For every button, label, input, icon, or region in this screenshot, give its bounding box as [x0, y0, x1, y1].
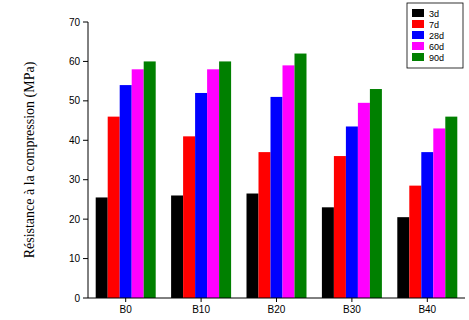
bar	[358, 103, 370, 298]
x-tick	[276, 298, 277, 302]
x-tick-label: B10	[192, 304, 210, 315]
bar	[259, 152, 271, 298]
legend-swatch	[412, 9, 424, 17]
y-tick-label: 40	[69, 135, 81, 146]
bar	[370, 89, 382, 298]
bar	[271, 97, 283, 298]
bar	[108, 117, 120, 298]
legend-swatch	[412, 20, 424, 28]
bar	[132, 69, 144, 298]
x-tick-label: B30	[343, 304, 361, 315]
y-tick	[83, 100, 88, 101]
y-tick-label: 60	[69, 56, 81, 67]
x-tick	[427, 298, 428, 302]
legend-swatch	[412, 53, 424, 61]
x-tick	[351, 298, 352, 302]
y-tick	[83, 258, 88, 259]
y-tick	[83, 61, 88, 62]
y-tick-label: 20	[69, 214, 81, 225]
x-tick-label: B20	[268, 304, 286, 315]
bar	[433, 128, 445, 298]
bar	[144, 61, 156, 298]
y-tick	[83, 298, 88, 299]
bar	[445, 117, 457, 298]
bar	[120, 85, 132, 298]
bars	[96, 54, 458, 298]
y-tick	[83, 179, 88, 180]
bar	[397, 217, 409, 298]
bar	[171, 195, 183, 298]
bar	[283, 65, 295, 298]
legend-label: 60d	[429, 42, 444, 52]
y-axis	[88, 22, 89, 298]
legend-swatch	[412, 42, 424, 50]
bar	[346, 126, 358, 298]
x-tick	[125, 298, 126, 302]
y-tick-label: 10	[69, 253, 81, 264]
bar	[409, 186, 421, 298]
x-tick-label: B0	[120, 304, 133, 315]
legend-label: 90d	[429, 53, 444, 63]
bar	[247, 194, 259, 298]
y-tick	[83, 219, 88, 220]
y-tick	[83, 140, 88, 141]
chart-svg: 0 10 20 30 40 50 60 70 B0 B10 B20 B30 B40 Résistance …	[0, 0, 469, 320]
legend-box	[407, 3, 463, 68]
legend-label: 3d	[429, 9, 439, 19]
bar	[183, 136, 195, 298]
y-tick-label: 70	[69, 17, 81, 28]
y-axis-label: Résistance à la compression (MPa)	[22, 61, 38, 258]
y-tick-label: 30	[69, 174, 81, 185]
legend-label: 7d	[429, 20, 439, 30]
bar	[207, 69, 219, 298]
bar	[322, 207, 334, 298]
bar	[334, 156, 346, 298]
legend-swatch	[412, 31, 424, 39]
legend-label: 28d	[429, 31, 444, 41]
x-tick	[201, 298, 202, 302]
bar	[295, 54, 307, 298]
bar	[96, 197, 108, 298]
bar	[421, 152, 433, 298]
bar	[195, 93, 207, 298]
y-tick	[83, 22, 88, 23]
y-tick-label: 0	[74, 293, 80, 304]
bar	[219, 61, 231, 298]
legend: 3d7d28d60d90d	[407, 3, 463, 68]
y-tick-label: 50	[69, 95, 81, 106]
chart-root: 0 10 20 30 40 50 60 70 B0 B10 B20 B30 B40 Résistance …	[0, 0, 469, 320]
x-tick-label: B40	[418, 304, 436, 315]
